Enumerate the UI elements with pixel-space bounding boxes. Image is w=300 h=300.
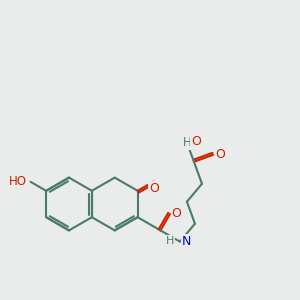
Text: O: O xyxy=(191,135,201,148)
Text: O: O xyxy=(215,148,225,161)
Text: N: N xyxy=(182,235,191,248)
Text: H: H xyxy=(183,136,191,149)
Text: O: O xyxy=(149,182,159,195)
Text: HO: HO xyxy=(9,175,27,188)
Text: H: H xyxy=(166,236,175,246)
Text: O: O xyxy=(172,207,182,220)
